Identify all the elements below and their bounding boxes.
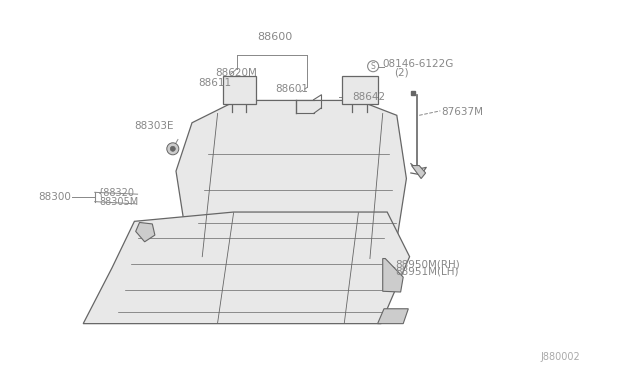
Polygon shape: [412, 166, 426, 179]
Text: 88300: 88300: [38, 192, 71, 202]
Text: (2): (2): [394, 68, 409, 77]
Circle shape: [167, 143, 179, 155]
Text: 88950M(RH): 88950M(RH): [396, 260, 460, 270]
Polygon shape: [136, 222, 155, 242]
Text: J880002: J880002: [541, 352, 580, 362]
Text: 88951M(LH): 88951M(LH): [396, 267, 459, 276]
Text: 88305M: 88305M: [99, 197, 138, 206]
Text: 88303E: 88303E: [134, 122, 174, 131]
Polygon shape: [342, 76, 378, 104]
Text: 88620M: 88620M: [215, 68, 257, 77]
Polygon shape: [83, 212, 410, 324]
Polygon shape: [378, 309, 408, 324]
Text: 88600: 88600: [257, 32, 293, 42]
Text: S: S: [371, 62, 376, 71]
Text: 88642: 88642: [352, 93, 385, 102]
Text: 87637M: 87637M: [442, 107, 484, 116]
Polygon shape: [223, 76, 256, 104]
Circle shape: [170, 146, 175, 151]
Text: 88611: 88611: [198, 78, 232, 87]
Text: 08146-6122G: 08146-6122G: [383, 59, 454, 69]
Polygon shape: [176, 100, 406, 268]
Polygon shape: [383, 259, 403, 292]
Text: {88320: {88320: [97, 187, 134, 197]
Text: 88601: 88601: [275, 84, 308, 94]
